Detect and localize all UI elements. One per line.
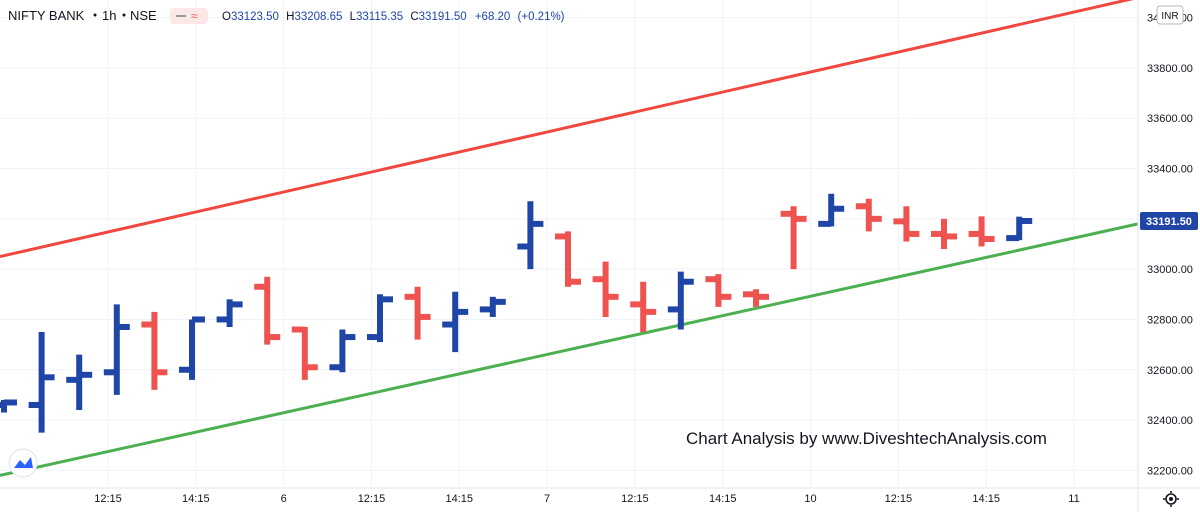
x-tick-label: 12:15 bbox=[358, 493, 386, 505]
ohlc-bar[interactable] bbox=[141, 311, 168, 390]
legend-header: NIFTY BANK 1h NSE ≈ O33123.50 H33208.65 … bbox=[8, 8, 565, 24]
last-price-tag: 33191.50 bbox=[1140, 211, 1198, 230]
y-tick-label: 32600.00 bbox=[1147, 365, 1193, 377]
ohlc-bar[interactable] bbox=[367, 294, 393, 343]
ohlc-bar[interactable] bbox=[1006, 216, 1033, 242]
svg-text:INR: INR bbox=[1161, 11, 1178, 22]
ohlc-bar[interactable] bbox=[329, 329, 356, 373]
support-trendline[interactable] bbox=[0, 222, 1139, 477]
trendlines[interactable] bbox=[0, 0, 1139, 477]
y-tick-label: 32200.00 bbox=[1147, 465, 1193, 477]
x-tick-label: 14:15 bbox=[182, 493, 210, 505]
series-toggle-button[interactable]: ≈ bbox=[170, 8, 208, 24]
logo-icon bbox=[14, 457, 33, 468]
ohlc-bar[interactable] bbox=[66, 354, 93, 411]
y-tick-label: 33000.00 bbox=[1147, 264, 1193, 276]
x-tick-label: 6 bbox=[281, 493, 287, 505]
y-tick-label: 33600.00 bbox=[1147, 113, 1193, 125]
ohlc-bar[interactable] bbox=[517, 201, 544, 270]
x-tick-label: 12:15 bbox=[94, 493, 122, 505]
x-tick-label: 12:15 bbox=[885, 493, 913, 505]
tradingview-logo-button[interactable] bbox=[8, 448, 38, 478]
ohlc-bar[interactable] bbox=[28, 332, 55, 433]
ohlc-bar[interactable] bbox=[931, 218, 957, 250]
separator-dot bbox=[93, 13, 97, 17]
y-tick-label: 33400.00 bbox=[1147, 164, 1193, 176]
ohlc-bar[interactable] bbox=[216, 299, 243, 328]
ohlc-bar[interactable] bbox=[780, 206, 807, 270]
ohlc-values: O33123.50 H33208.65 L33115.35 C33191.50 … bbox=[222, 11, 565, 23]
ohlc-bar[interactable] bbox=[592, 261, 619, 317]
ohlc-bar[interactable] bbox=[479, 296, 506, 317]
ohlc-bar[interactable] bbox=[705, 274, 732, 307]
x-tick-label: 12:15 bbox=[621, 493, 649, 505]
ohlc-bar[interactable] bbox=[103, 304, 130, 395]
x-tick-label: 7 bbox=[544, 493, 550, 505]
settings-gear-icon[interactable] bbox=[1163, 491, 1179, 507]
x-tick-label: 14:15 bbox=[446, 493, 474, 505]
y-tick-label: 33800.00 bbox=[1147, 63, 1193, 75]
approx-icon: ≈ bbox=[191, 9, 198, 23]
ohlc-bar[interactable] bbox=[442, 291, 469, 353]
ohlc-bar[interactable] bbox=[968, 216, 995, 247]
ohlc-bar[interactable] bbox=[291, 326, 318, 380]
ohlc-bar[interactable] bbox=[555, 231, 581, 287]
separator-dot bbox=[122, 13, 126, 17]
x-tick-label: 14:15 bbox=[709, 493, 737, 505]
exchange-label: NSE bbox=[130, 8, 157, 23]
ohlc-bar[interactable] bbox=[254, 276, 281, 345]
ohlc-bar[interactable] bbox=[0, 399, 17, 413]
ohlc-bars[interactable] bbox=[0, 193, 1033, 433]
ohlc-bar[interactable] bbox=[743, 289, 769, 307]
ohlc-bar[interactable] bbox=[667, 271, 694, 330]
ohlc-bar[interactable] bbox=[818, 193, 845, 227]
symbol-label: NIFTY BANK bbox=[8, 8, 85, 23]
y-tick-label: 32400.00 bbox=[1147, 415, 1193, 427]
x-tick-label: 11 bbox=[1068, 493, 1079, 505]
interval-label: 1h bbox=[102, 8, 116, 23]
ohlc-bar[interactable] bbox=[404, 286, 431, 340]
svg-text:33191.50: 33191.50 bbox=[1146, 216, 1192, 228]
currency-badge[interactable]: INR bbox=[1156, 5, 1184, 25]
y-tick-label: 32800.00 bbox=[1147, 314, 1193, 326]
ohlc-bar[interactable] bbox=[855, 198, 882, 232]
x-tick-label: 10 bbox=[804, 493, 816, 505]
ohlc-bar[interactable] bbox=[179, 316, 205, 380]
ohlc-bar[interactable] bbox=[893, 206, 920, 242]
time-axis[interactable]: 12:15 14:15 6 12:15 14:15 7 12:15 14:15 10 12:15 1… bbox=[94, 493, 1079, 505]
watermark-text: Chart Analysis by www.DiveshtechAnalysis… bbox=[686, 429, 1047, 448]
resistance-trendline[interactable] bbox=[0, 0, 1138, 259]
x-tick-label: 14:15 bbox=[972, 493, 1000, 505]
ohlc-bar[interactable] bbox=[630, 281, 657, 333]
